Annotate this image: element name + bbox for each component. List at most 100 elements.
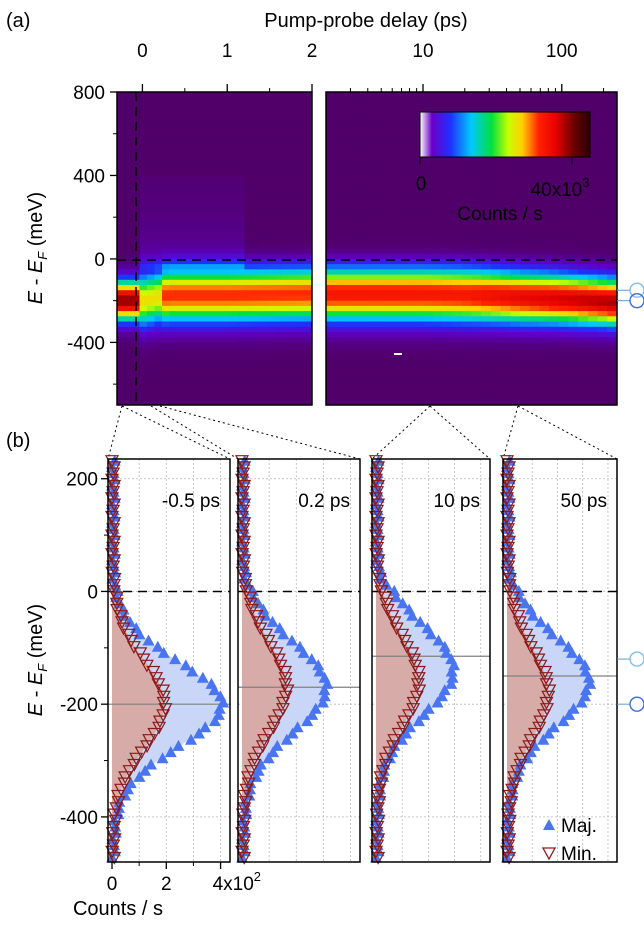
heatmap-cell: [274, 238, 283, 244]
heatmap-cell: [558, 248, 570, 255]
heatmap-cell: [169, 196, 178, 203]
heatmap-cell: [222, 97, 231, 103]
heatmap-cell: [252, 378, 261, 385]
top-axis-title: Pump-probe delay (ps): [264, 10, 467, 32]
heatmap-cell: [237, 118, 246, 124]
heatmap-cell: [184, 373, 193, 380]
heatmap-cell: [252, 128, 261, 135]
heatmap-cell: [259, 337, 268, 343]
heatmap-cell: [355, 248, 366, 255]
heatmap-cell: [374, 321, 385, 328]
heatmap-cell: [297, 222, 306, 229]
heatmap-cell: [154, 384, 163, 390]
heatmap-cell: [461, 378, 473, 385]
heatmap-cell: [297, 373, 306, 380]
heatmap-cell: [461, 227, 473, 234]
heatmap-cell: [587, 279, 599, 286]
heatmap-cell: [461, 347, 473, 354]
heatmap-cell: [432, 384, 443, 390]
heatmap-cell: [442, 201, 453, 208]
heatmap-cell: [124, 185, 133, 192]
heatmap-cell: [259, 217, 268, 223]
heatmap-cell: [578, 248, 589, 255]
heatmap-cell: [267, 316, 276, 323]
heatmap-cell: [297, 123, 306, 130]
heatmap-cell: [154, 123, 163, 130]
energy-marker-circle: [629, 282, 644, 298]
heatmap-cell: [199, 399, 208, 405]
heatmap-cell: [214, 269, 223, 276]
heatmap-cell: [364, 238, 376, 244]
heatmap-cell: [139, 222, 148, 229]
heatmap-cell: [199, 238, 208, 244]
heatmap-cell: [229, 352, 238, 359]
minority-triangle: [369, 827, 384, 840]
heatmap-cell: [423, 342, 434, 349]
heatmap-cell: [568, 332, 579, 338]
heatmap-cell: [490, 305, 502, 312]
heatmap-cell: [192, 352, 201, 359]
heatmap-cell: [587, 232, 599, 239]
heatmap-cell: [282, 264, 291, 270]
heatmap-cell: [244, 373, 253, 380]
heatmap-cell: [442, 300, 453, 307]
heatmap-cell: [147, 384, 156, 390]
minority-triangle: [269, 647, 284, 661]
heatmap-cell: [267, 394, 276, 401]
minority-triangle: [106, 585, 121, 599]
heatmap-cell: [510, 384, 521, 390]
heatmap-cell: [500, 238, 511, 244]
heatmap-cell: [355, 285, 366, 291]
heatmap-cell: [229, 154, 238, 161]
heatmap-cell: [192, 363, 201, 370]
heatmap-cell: [607, 258, 617, 265]
heatmap-cell: [607, 170, 617, 177]
minority-triangle: [106, 541, 121, 555]
heatmap-cell: [432, 97, 443, 103]
heatmap-cell: [393, 196, 405, 203]
heatmap-cell: [364, 363, 376, 370]
heatmap-cell: [274, 248, 283, 255]
heatmap-cell: [558, 258, 570, 265]
heatmap-cell: [432, 159, 443, 166]
heatmap-cell: [117, 196, 126, 203]
heatmap-cell: [207, 112, 216, 119]
heatmap-cell: [413, 123, 424, 130]
heatmap-cell: [432, 196, 443, 203]
heatmap-cell: [259, 264, 268, 270]
heatmap-cell: [162, 217, 171, 223]
heatmap-cell: [335, 290, 346, 296]
heatmap-cell: [297, 305, 306, 312]
heatmap-cell: [481, 368, 492, 375]
minority-triangle: [385, 610, 400, 623]
heatmap-cell: [214, 128, 223, 135]
minority-triangle: [389, 622, 404, 636]
heatmap-cell: [364, 337, 376, 343]
heatmap-cell: [355, 363, 366, 370]
heatmap-cell: [184, 347, 193, 354]
heatmap-cell: [139, 149, 148, 156]
heatmap-cell: [393, 274, 405, 281]
heatmap-cell: [304, 300, 312, 307]
minority-triangle: [107, 833, 122, 847]
heatmap-cell: [304, 196, 312, 203]
heatmap-cell: [413, 133, 424, 140]
heatmap-cell: [207, 206, 216, 213]
heatmap-cell: [177, 326, 186, 333]
heatmap-cell: [393, 222, 405, 229]
heatmap-cell: [326, 185, 337, 192]
heatmap-cell: [384, 248, 395, 255]
heatmap-cell: [490, 97, 502, 103]
heatmap-cell: [335, 112, 346, 119]
heatmap-cell: [229, 347, 238, 354]
heatmap-cell: [147, 285, 156, 291]
heatmap-cell: [259, 311, 268, 317]
heatmap-cell: [222, 279, 231, 286]
heatmap-cell: [432, 253, 443, 260]
heatmap-cell: [169, 347, 178, 354]
x-tick-label: 4x102: [213, 869, 261, 895]
heatmap-cell: [177, 305, 186, 312]
heatmap-cell: [124, 196, 133, 203]
heatmap-cell: [413, 217, 424, 223]
heatmap-cell: [214, 154, 223, 161]
